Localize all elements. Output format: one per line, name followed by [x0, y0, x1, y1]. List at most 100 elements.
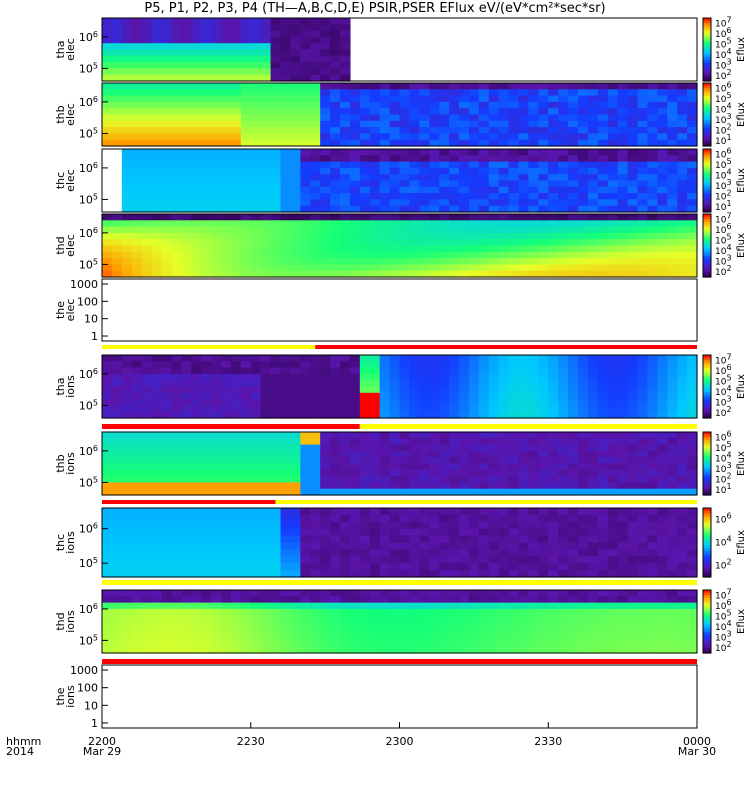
spectrogram-cell [320, 536, 331, 544]
spectrogram-cell [320, 380, 331, 387]
spectrogram-cell [350, 451, 361, 458]
spectrogram-cell [499, 355, 510, 362]
spectrogram-cell [538, 556, 549, 564]
spectrogram-cell [687, 199, 698, 206]
spectrogram-cell [162, 162, 173, 169]
spectrogram-cell [400, 634, 411, 641]
spectrogram-cell [588, 393, 599, 400]
spectrogram-cell [112, 543, 123, 551]
spectrogram-cell [449, 115, 460, 122]
spectrogram-cell [548, 239, 559, 246]
spectrogram-cell [201, 387, 212, 394]
spectrogram-cell [409, 214, 420, 221]
spectrogram-cell [519, 380, 530, 387]
spectrogram-cell [618, 603, 629, 610]
spectrogram-cell [241, 108, 252, 115]
spectrogram-cell [181, 121, 192, 128]
spectrogram-cell [162, 615, 173, 622]
spectrogram-cell [638, 220, 649, 227]
spectrogram-cell [479, 227, 490, 234]
spectrogram-cell [211, 89, 222, 96]
spectrogram-cell [429, 133, 440, 140]
spectrogram-cell [370, 556, 381, 564]
spectrogram-cell [221, 121, 232, 128]
spectrogram-cell [271, 622, 282, 629]
spectrogram-cell [380, 115, 391, 122]
spectrogram-cell [489, 451, 500, 458]
spectrogram-cell [528, 239, 539, 246]
spectrogram-cell [479, 149, 490, 156]
spectrogram-cell [449, 399, 460, 406]
spectrogram-cell [171, 399, 182, 406]
spectrogram-cell [409, 570, 420, 578]
spectrogram-cell [588, 162, 599, 169]
spectrogram-cell [370, 239, 381, 246]
spectrogram-cell [608, 233, 619, 240]
spectrogram-cell [429, 187, 440, 194]
spectrogram-cell [499, 361, 510, 368]
spectrogram-cell [310, 529, 321, 537]
spectrogram-cell [647, 246, 658, 253]
spectrogram-cell [340, 246, 351, 253]
spectrogram-cell [409, 380, 420, 387]
spectrogram-cell [479, 529, 490, 537]
spectrogram-cell [608, 108, 619, 115]
spectrogram-cell [231, 102, 242, 109]
spectrogram-cell [598, 640, 609, 647]
spectrogram-cell [281, 399, 292, 406]
spectrogram-cell [162, 482, 173, 489]
spectrogram-cell [281, 355, 292, 362]
spectrogram-cell [519, 640, 530, 647]
spectrogram-cell [618, 622, 629, 629]
spectrogram-cell [241, 603, 252, 610]
spectrogram-cell [519, 252, 530, 259]
spectrogram-cell [320, 258, 331, 265]
spectrogram-cell [608, 470, 619, 477]
spectrogram-cell [201, 174, 212, 181]
spectrogram-cell [608, 515, 619, 523]
spectrogram-cell [211, 96, 222, 103]
spectrogram-cell [677, 387, 688, 394]
spectrogram-cell [162, 121, 173, 128]
spectrogram-cell [320, 438, 331, 445]
spectrogram-cell [618, 438, 629, 445]
spectrogram-cell [320, 628, 331, 635]
spectrogram-cell [340, 445, 351, 452]
spectrogram-cell [171, 451, 182, 458]
spectrogram-cell [469, 615, 480, 622]
spectrogram-cell [449, 549, 460, 557]
spectrogram-cell [519, 438, 530, 445]
spectrogram-cell [588, 83, 599, 90]
spectrogram-cell [320, 482, 331, 489]
spectrogram-cell [330, 374, 341, 381]
y-tick-label: 106 [79, 443, 98, 458]
spectrogram-cell [479, 89, 490, 96]
spectrogram-cell [171, 43, 182, 50]
spectrogram-cell [290, 149, 301, 156]
spectrogram-cell [181, 399, 192, 406]
spectrogram-cell [310, 470, 321, 477]
spectrogram-cell [578, 252, 589, 259]
colorbar-tick-label: 102 [715, 557, 732, 572]
spectrogram-cell [251, 187, 262, 194]
spectrogram-cell [479, 515, 490, 523]
spectrogram-cell [638, 622, 649, 629]
spectrogram-cell [499, 89, 510, 96]
spectrogram-cell [380, 361, 391, 368]
spectrogram-cell [588, 239, 599, 246]
spectrogram-cell [290, 628, 301, 635]
spectrogram-cell [657, 393, 668, 400]
spectrogram-cell [261, 393, 272, 400]
spectrogram-cell [300, 515, 311, 523]
spectrogram-cell [489, 96, 500, 103]
spectrogram-cell [677, 374, 688, 381]
colorbar-tick-label: 104 [715, 534, 732, 549]
spectrogram-cell [628, 405, 639, 412]
spectrogram-cell [677, 536, 688, 544]
spectrogram-cell [667, 543, 678, 551]
spectrogram-cell [251, 438, 262, 445]
spectrogram-cell [558, 96, 569, 103]
spectrogram-cell [519, 432, 530, 439]
spectrogram-cell [231, 227, 242, 234]
spectrogram-cell [588, 603, 599, 610]
